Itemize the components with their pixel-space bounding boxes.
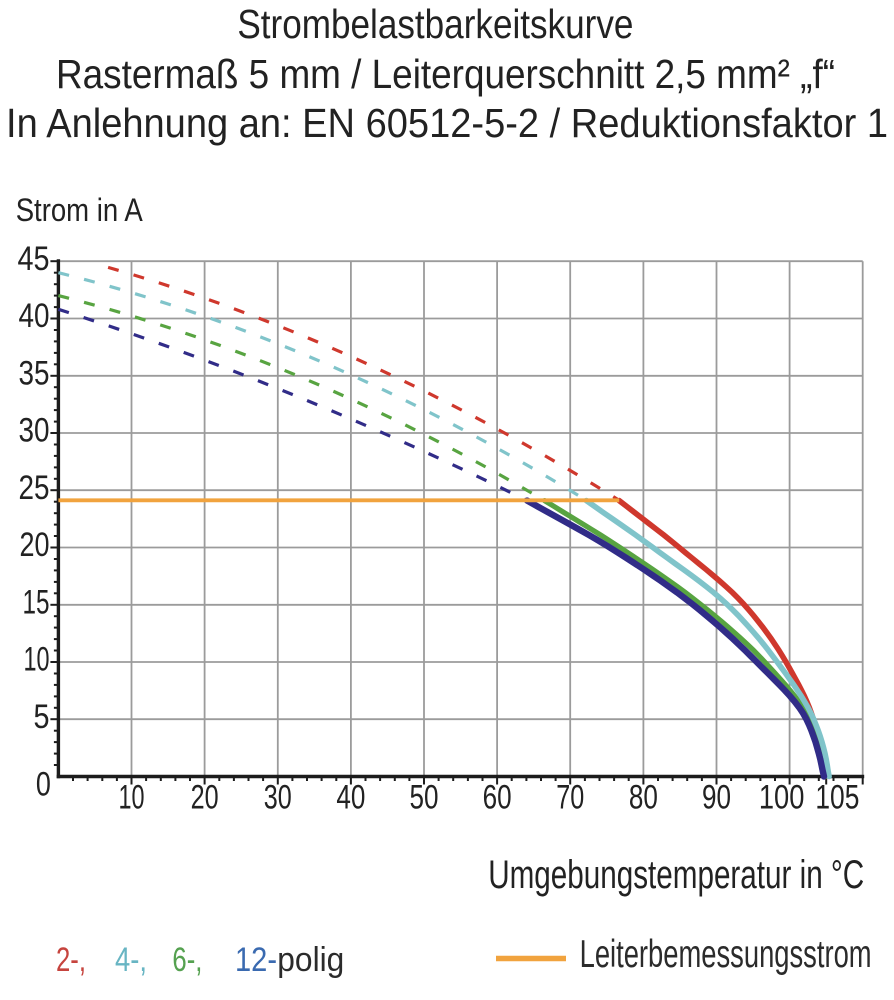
svg-text:Strom in A: Strom in A xyxy=(16,192,144,228)
svg-text:In Anlehnung an: EN 60512-5-2: In Anlehnung an: EN 60512-5-2 / Reduktio… xyxy=(6,100,888,146)
svg-text:Strombelastbarkeitskurve: Strombelastbarkeitskurve xyxy=(237,1,633,47)
svg-text:60: 60 xyxy=(483,779,512,817)
svg-text:2-,: 2-, xyxy=(56,941,86,979)
svg-text:10: 10 xyxy=(24,641,50,679)
svg-text:12-: 12- xyxy=(235,941,277,979)
svg-text:polig: polig xyxy=(277,941,344,979)
svg-text:Rastermaß 5 mm / Leiterquersch: Rastermaß 5 mm / Leiterquerschnitt 2,5 m… xyxy=(56,51,835,97)
svg-text:90: 90 xyxy=(702,779,731,817)
svg-text:20: 20 xyxy=(20,526,50,564)
svg-text:105: 105 xyxy=(815,779,859,817)
svg-text:15: 15 xyxy=(23,583,50,621)
svg-text:4-,: 4-, xyxy=(115,941,147,979)
svg-text:70: 70 xyxy=(556,779,584,817)
svg-text:80: 80 xyxy=(629,779,658,817)
svg-text:35: 35 xyxy=(19,354,50,392)
svg-text:45: 45 xyxy=(18,240,50,278)
svg-text:30: 30 xyxy=(264,779,292,817)
svg-text:40: 40 xyxy=(336,779,365,817)
svg-text:40: 40 xyxy=(19,297,50,335)
svg-text:10: 10 xyxy=(119,779,145,817)
svg-text:0: 0 xyxy=(36,766,51,804)
svg-text:25: 25 xyxy=(19,469,50,507)
svg-text:5: 5 xyxy=(34,698,50,736)
svg-text:30: 30 xyxy=(19,412,50,450)
svg-text:Umgebungstemperatur in °C: Umgebungstemperatur in °C xyxy=(488,853,864,897)
svg-text:6-,: 6-, xyxy=(172,941,202,979)
svg-text:Leiterbemessungsstrom: Leiterbemessungsstrom xyxy=(580,933,872,976)
svg-text:50: 50 xyxy=(410,779,439,817)
svg-text:20: 20 xyxy=(191,779,219,817)
svg-text:100: 100 xyxy=(759,779,805,817)
